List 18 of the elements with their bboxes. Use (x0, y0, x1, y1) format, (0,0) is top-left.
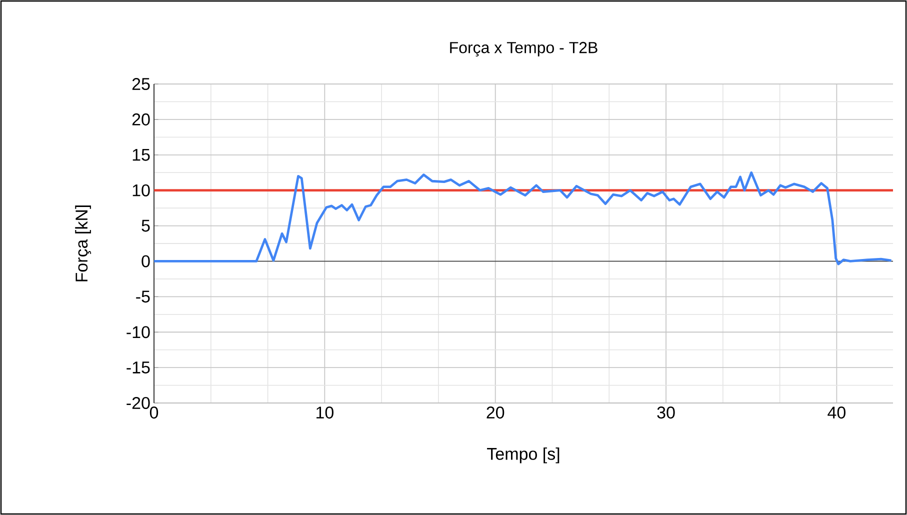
x-tick-label: 0 (150, 406, 158, 419)
x-tick-label: 40 (828, 406, 846, 419)
y-tick-label: 20 (132, 113, 150, 126)
y-tick-label: 10 (132, 184, 150, 196)
y-tick-label: -20 (126, 396, 150, 410)
y-tick-label: 15 (132, 148, 150, 161)
y-axis-title: Força [kN] (75, 206, 92, 282)
x-tick-label: 10 (316, 406, 334, 419)
y-tick-label: -5 (136, 290, 150, 303)
x-tick-label: 20 (486, 406, 504, 419)
y-tick-label: 0 (142, 255, 150, 268)
chart-title: Força x Tempo - T2B (450, 42, 598, 56)
y-tick-label: -15 (126, 362, 150, 374)
x-tick-label: 30 (657, 406, 675, 419)
x-axis-title: Tempo [s] (487, 447, 560, 464)
y-tick-label: -10 (126, 326, 150, 338)
y-tick-label: 25 (132, 78, 150, 90)
y-tick-label: 5 (142, 220, 150, 232)
